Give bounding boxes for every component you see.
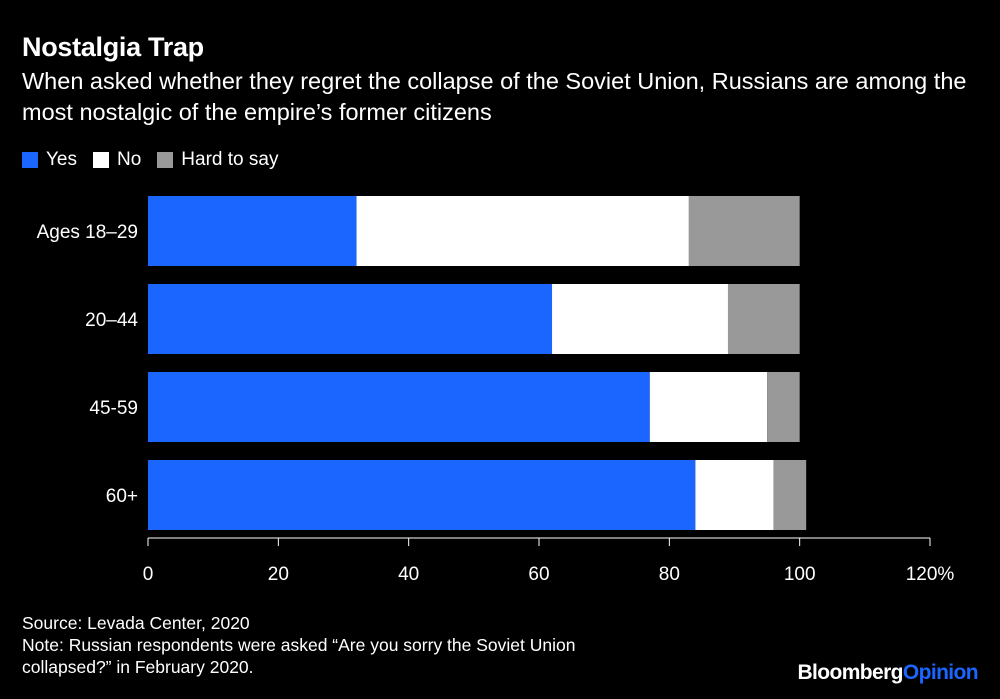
- methodology-note-line-1: Note: Russian respondents were asked “Ar…: [22, 634, 722, 656]
- x-tick-label-60: 60: [528, 564, 549, 585]
- bar-no-2: [552, 284, 728, 354]
- x-tick-label-40: 40: [398, 564, 419, 585]
- x-tick-label-120: 120%: [906, 564, 955, 585]
- bar-no-3: [650, 372, 767, 442]
- x-tick-label-20: 20: [268, 564, 289, 585]
- x-tick-label-100: 100: [784, 564, 816, 585]
- bar-hard-to-say-3: [767, 372, 800, 442]
- bar-hard-to-say-1: [689, 196, 800, 266]
- source-note: Source: Levada Center, 2020: [22, 612, 722, 634]
- bar-yes-4: [148, 460, 695, 530]
- bloomberg-opinion-logo: BloombergOpinion: [797, 661, 978, 685]
- stacked-bar-chart: Ages 18–29 20–44 45-59 60+ 0 20 40 60 80 100 120%: [0, 0, 1000, 699]
- footer: Source: Levada Center, 2020 Note: Russia…: [22, 612, 722, 678]
- bar-hard-to-say-2: [728, 284, 800, 354]
- category-label-3: 45-59: [89, 398, 138, 419]
- x-tick-label-0: 0: [143, 564, 154, 585]
- bar-yes-1: [148, 196, 357, 266]
- logo-opinion: Opinion: [903, 661, 978, 684]
- bar-yes-3: [148, 372, 650, 442]
- bar-no-1: [357, 196, 689, 266]
- methodology-note-line-2: collapsed?” in February 2020.: [22, 656, 722, 678]
- category-label-2: 20–44: [85, 310, 138, 331]
- bar-hard-to-say-4: [774, 460, 807, 530]
- bar-yes-2: [148, 284, 552, 354]
- bar-no-4: [695, 460, 773, 530]
- category-label-4: 60+: [106, 486, 138, 507]
- logo-bloomberg: Bloomberg: [797, 661, 902, 684]
- category-label-1: Ages 18–29: [37, 222, 138, 243]
- x-tick-label-80: 80: [659, 564, 680, 585]
